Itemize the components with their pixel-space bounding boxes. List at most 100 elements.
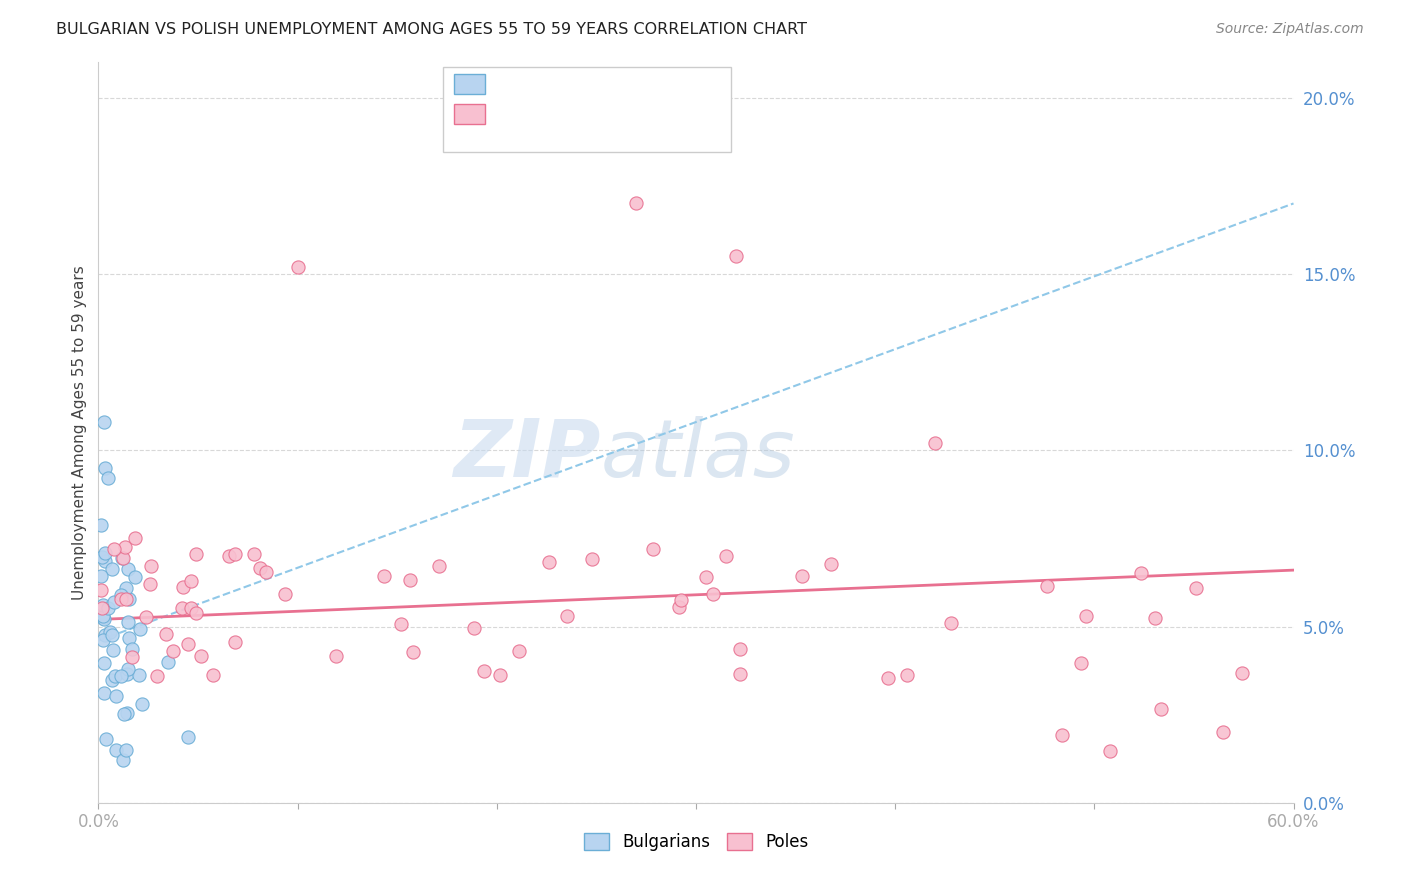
Point — [724, 249, 747, 263]
Point — [172, 580, 194, 594]
Point — [110, 588, 132, 602]
Point — [792, 568, 814, 582]
Point — [103, 541, 125, 556]
Point — [1149, 701, 1171, 715]
Point — [218, 549, 240, 564]
Point — [402, 645, 425, 659]
Point — [373, 569, 395, 583]
Point — [90, 582, 112, 597]
Point — [180, 574, 202, 588]
Point — [668, 599, 690, 614]
Point — [100, 624, 122, 639]
Point — [117, 615, 139, 630]
Point — [118, 592, 141, 607]
Point — [91, 550, 114, 565]
Text: R = 0.053   N = 72: R = 0.053 N = 72 — [496, 105, 661, 123]
Legend: Bulgarians, Poles: Bulgarians, Poles — [576, 826, 815, 857]
Point — [110, 669, 132, 683]
Point — [115, 706, 138, 720]
Point — [104, 669, 127, 683]
Point — [110, 592, 132, 607]
Point — [97, 471, 120, 485]
Point — [184, 548, 207, 562]
Point — [93, 554, 115, 568]
Point — [93, 628, 115, 642]
Point — [641, 541, 664, 556]
Point — [728, 642, 751, 657]
Point — [94, 546, 117, 560]
Point — [128, 668, 150, 682]
Point — [115, 666, 138, 681]
Point — [115, 581, 138, 595]
Point — [820, 558, 842, 572]
Point — [702, 587, 724, 601]
Point — [1184, 581, 1206, 595]
Point — [135, 610, 157, 624]
Point — [93, 612, 115, 626]
Point — [274, 587, 297, 601]
Point — [201, 668, 224, 682]
Text: ZIP: ZIP — [453, 416, 600, 494]
Point — [117, 562, 139, 576]
Point — [162, 644, 184, 658]
Point — [121, 641, 143, 656]
Point — [93, 415, 115, 429]
Point — [90, 569, 112, 583]
Point — [177, 637, 200, 651]
Point — [243, 547, 266, 561]
Point — [538, 555, 561, 569]
Point — [224, 547, 246, 561]
Point — [1099, 744, 1122, 758]
Point — [105, 743, 128, 757]
Point — [117, 631, 139, 645]
Point — [180, 601, 202, 615]
Point — [877, 671, 900, 685]
Point — [190, 649, 212, 664]
Text: R = 0.090   N = 48: R = 0.090 N = 48 — [496, 75, 661, 93]
Point — [896, 667, 918, 681]
Point — [103, 595, 125, 609]
Point — [129, 622, 152, 636]
Point — [131, 697, 153, 711]
Point — [124, 570, 146, 584]
Point — [121, 650, 143, 665]
Point — [1230, 665, 1253, 680]
Point — [139, 559, 162, 574]
Text: atlas: atlas — [600, 416, 796, 494]
Point — [91, 599, 114, 613]
Point — [111, 551, 134, 566]
Point — [111, 550, 134, 565]
Point — [1035, 579, 1057, 593]
Point — [112, 707, 135, 722]
Point — [557, 609, 579, 624]
Point — [101, 628, 124, 642]
Point — [97, 601, 120, 615]
Point — [671, 592, 693, 607]
Point — [427, 558, 450, 573]
Point — [93, 656, 115, 670]
Point — [626, 196, 648, 211]
Point — [94, 732, 117, 747]
Point — [489, 668, 512, 682]
Point — [176, 731, 198, 745]
Point — [939, 616, 962, 631]
Point — [287, 260, 309, 274]
Point — [730, 667, 752, 681]
Point — [256, 565, 278, 579]
Point — [117, 662, 139, 676]
Point — [90, 518, 112, 533]
Point — [1070, 656, 1092, 670]
Point — [103, 642, 125, 657]
Point — [695, 570, 717, 584]
Point — [463, 621, 485, 635]
Y-axis label: Unemployment Among Ages 55 to 59 years: Unemployment Among Ages 55 to 59 years — [72, 265, 87, 600]
Point — [115, 591, 138, 606]
Point — [1074, 608, 1097, 623]
Point — [114, 540, 136, 554]
Point — [1143, 611, 1166, 625]
Point — [91, 611, 114, 625]
Point — [472, 665, 495, 679]
Point — [90, 600, 112, 615]
Point — [1130, 566, 1153, 580]
Point — [157, 655, 180, 669]
